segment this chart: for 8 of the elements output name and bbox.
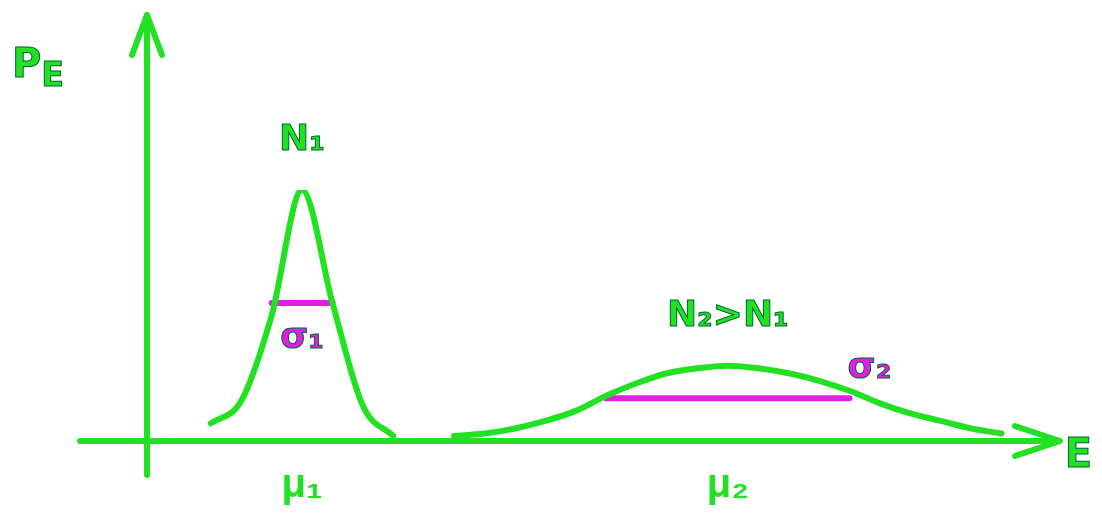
y-axis-title: P$_{E}$ [12, 40, 65, 94]
x-axis-title: E [1064, 430, 1092, 476]
series-label: N₂>N₁ [666, 292, 789, 334]
series-label: σ₁ [280, 314, 324, 356]
series-label: σ₂ [847, 345, 892, 387]
x-tick-label: μ₁ [281, 461, 323, 506]
x-tick-label: μ₂ [706, 461, 749, 506]
series-label: N₁ [279, 117, 326, 158]
